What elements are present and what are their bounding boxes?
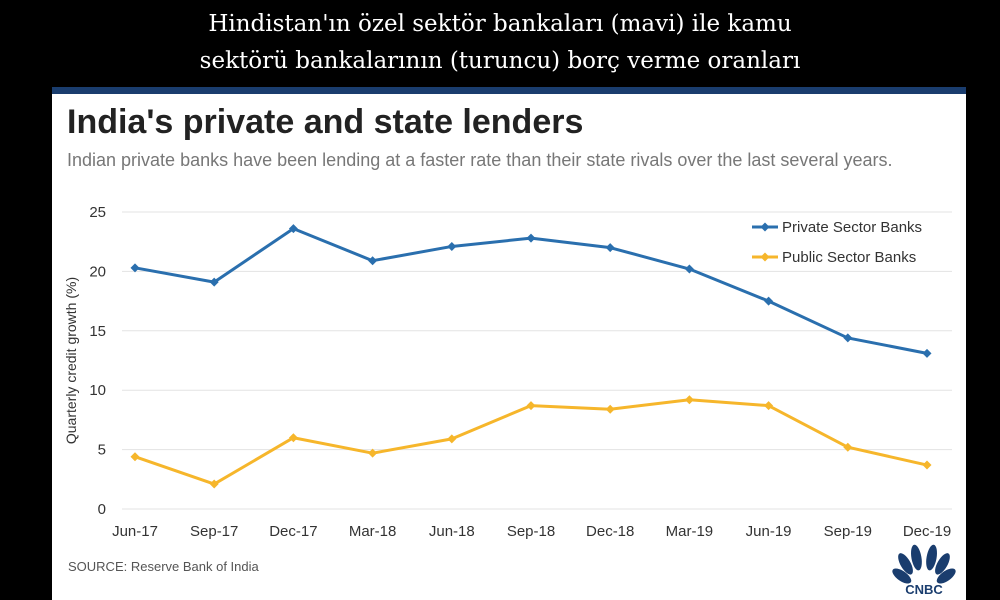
y-tick-label: 20	[89, 263, 106, 280]
x-tick-label: Jun-18	[429, 523, 475, 540]
data-point	[764, 401, 774, 411]
data-point	[843, 333, 853, 343]
data-point	[447, 434, 457, 444]
data-point	[605, 243, 615, 253]
legend-marker	[760, 222, 770, 232]
source-note: SOURCE: Reserve Bank of India	[68, 559, 259, 574]
data-point	[526, 233, 536, 243]
x-tick-label: Jun-19	[746, 523, 792, 540]
x-tick-label: Sep-19	[824, 523, 872, 540]
logo-wordmark: CNBC	[905, 582, 943, 596]
data-point	[288, 433, 298, 443]
y-tick-label: 5	[98, 442, 106, 459]
legend-label: Private Sector Banks	[782, 219, 922, 236]
data-point	[526, 401, 536, 411]
x-tick-label: Mar-19	[666, 523, 714, 540]
data-point	[368, 256, 378, 266]
image-caption: Hindistan'ın özel sektör bankaları (mavi…	[0, 6, 1000, 80]
x-tick-label: Dec-19	[903, 523, 951, 540]
y-tick-label: 10	[89, 382, 106, 399]
data-point	[922, 460, 932, 470]
data-point	[447, 241, 457, 251]
legend-label: Public Sector Banks	[782, 249, 916, 266]
x-tick-label: Dec-17	[269, 523, 317, 540]
data-point	[130, 263, 140, 273]
x-tick-label: Mar-18	[349, 523, 397, 540]
cnbc-peacock-logo: CNBC	[892, 544, 956, 596]
data-point	[684, 264, 694, 274]
caption-line-1: Hindistan'ın özel sektör bankaları (mavi…	[208, 11, 792, 37]
series-line	[134, 398, 928, 486]
y-axis-label: Quarterly credit growth (%)	[63, 277, 79, 444]
chart-title: India's private and state lenders	[67, 103, 584, 141]
data-point	[684, 395, 694, 405]
caption-line-2: sektörü bankalarının (turuncu) borç verm…	[199, 48, 801, 74]
y-tick-label: 0	[98, 501, 106, 518]
data-point	[130, 452, 140, 462]
y-tick-label: 15	[89, 323, 106, 340]
data-point	[209, 277, 219, 287]
data-point	[764, 296, 774, 306]
x-tick-label: Jun-17	[112, 523, 158, 540]
legend-marker	[760, 252, 770, 262]
data-point	[209, 479, 219, 489]
series-line	[134, 227, 928, 355]
data-point	[368, 448, 378, 458]
data-point	[288, 224, 298, 234]
data-point	[605, 404, 615, 414]
chart-card: India's private and state lenders Indian…	[52, 87, 966, 600]
chart-subtitle: Indian private banks have been lending a…	[67, 150, 893, 170]
data-point	[843, 442, 853, 452]
x-tick-label: Dec-18	[586, 523, 634, 540]
data-point	[922, 348, 932, 358]
x-tick-label: Sep-18	[507, 523, 555, 540]
card-top-bar	[52, 87, 966, 94]
line-chart: 0 5 10 15 20 25 Jun-17 Sep-17 Dec-17 Mar-18 Jun-18…	[63, 204, 952, 540]
y-tick-label: 25	[89, 204, 106, 221]
x-tick-label: Sep-17	[190, 523, 238, 540]
